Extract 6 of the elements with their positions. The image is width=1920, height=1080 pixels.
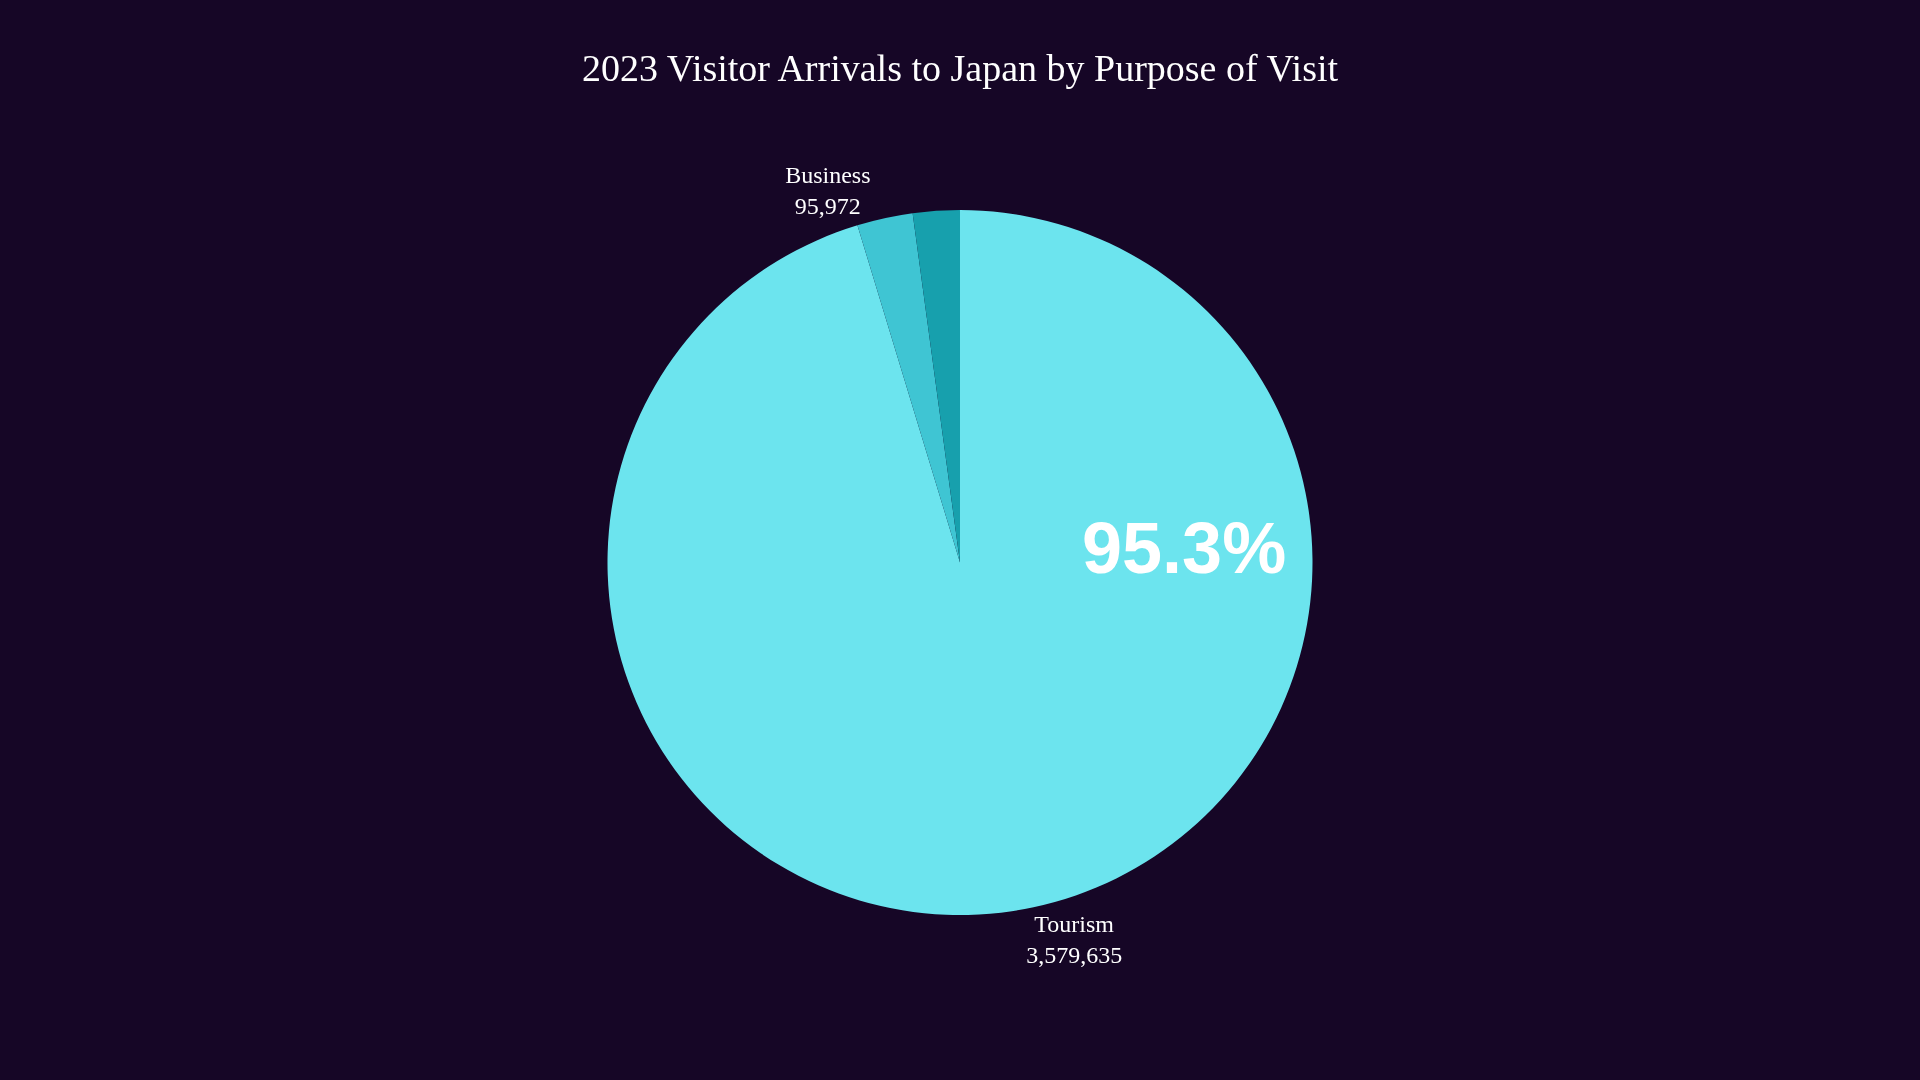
text: 95.3%: [1082, 508, 1287, 588]
chart-title: 2023 Visitor Arrivals to Japan by Purpose of Visit: [581, 46, 1339, 89]
slice-label: Tourism: [1034, 910, 1115, 937]
slice-label: Business: [785, 162, 871, 189]
data-label: 95,972: [794, 193, 861, 220]
data-label: 3,579,635: [1026, 941, 1123, 968]
